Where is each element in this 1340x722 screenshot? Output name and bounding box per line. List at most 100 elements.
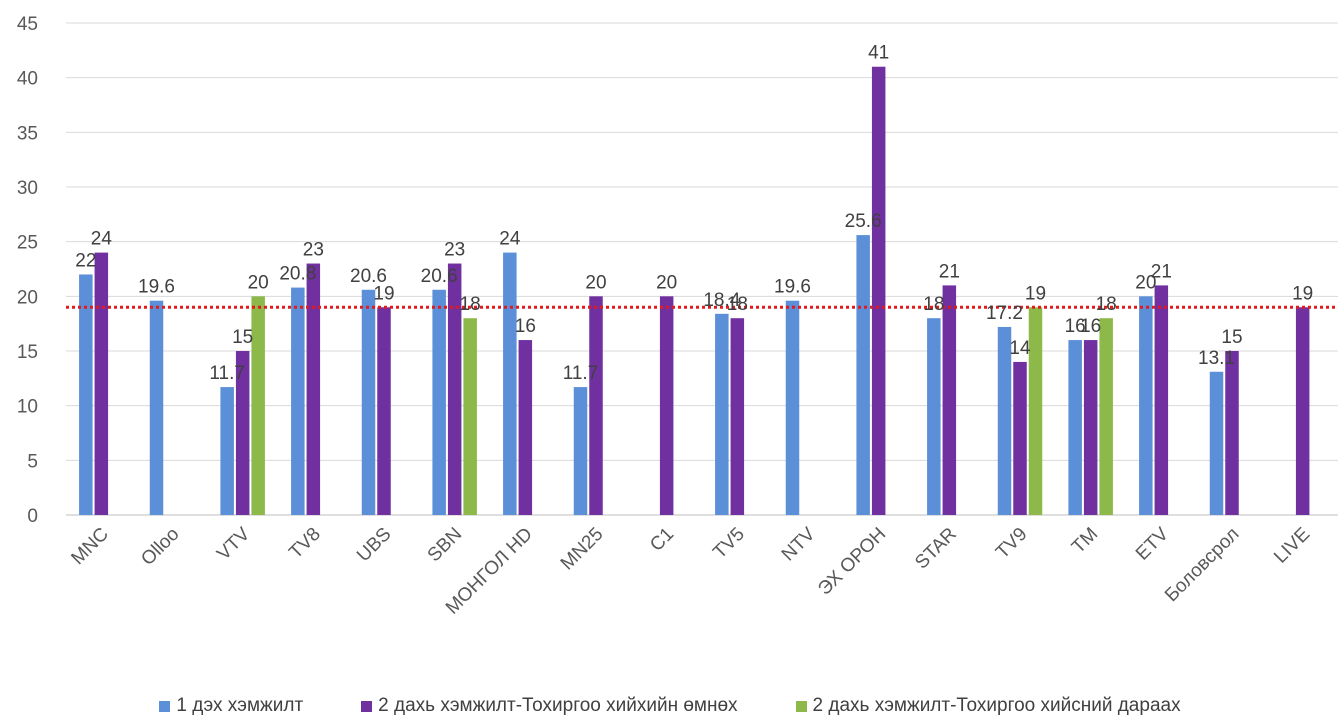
x-category-label: TV8 (285, 524, 324, 563)
x-category-label: STAR (911, 524, 961, 574)
y-tick-label: 10 (17, 397, 38, 418)
data-label: 23 (444, 240, 465, 261)
bar-1 (503, 252, 517, 515)
data-label: 24 (499, 229, 521, 250)
bar-3 (251, 296, 265, 515)
x-category-label: ETV (1132, 523, 1173, 564)
bar-2 (730, 318, 745, 515)
data-label: 19 (1292, 283, 1313, 304)
y-tick-label: 40 (17, 69, 38, 90)
bar-1 (1139, 296, 1153, 515)
x-category-label: MN25 (557, 524, 608, 575)
data-label: 18.4 (703, 290, 740, 311)
data-label: 11.7 (209, 363, 245, 384)
bar-1 (291, 287, 305, 515)
x-category-label: C1 (646, 524, 678, 556)
data-label: 17.2 (986, 303, 1023, 324)
y-tick-label: 15 (17, 342, 38, 363)
data-label: 18 (1096, 294, 1117, 315)
bar-1 (715, 313, 729, 515)
data-label: 19.6 (774, 277, 811, 298)
legend-swatch-series-3 (795, 700, 807, 712)
bar-1 (220, 387, 234, 515)
bar-2 (1295, 307, 1310, 515)
data-label: 20 (585, 272, 606, 293)
y-axis-tick-labels: 0 5 10 15 20 25 30 35 40 45 (17, 14, 38, 527)
bar-1 (927, 318, 941, 515)
legend-swatch-series-2 (361, 700, 373, 712)
legend-item-series-3: 2 дахь хэмжилт-Тохиргоо хийсний дараах (795, 695, 1181, 717)
data-label: 21 (939, 261, 960, 282)
bar-1 (149, 300, 164, 515)
data-label: 18 (460, 294, 481, 315)
bar-1 (856, 235, 870, 515)
x-category-label: TV9 (992, 524, 1031, 563)
gridlines (66, 22, 1338, 516)
bar-1 (79, 274, 93, 515)
data-label: 19 (1025, 283, 1046, 304)
data-label: 15 (1221, 327, 1242, 348)
y-tick-label: 45 (17, 14, 38, 35)
data-label: 20.6 (350, 266, 387, 287)
data-label: 22 (75, 250, 96, 271)
bar-2 (1225, 351, 1239, 515)
legend-label-series-3: 2 дахь хэмжилт-Тохиргоо хийсний дараах (812, 695, 1181, 716)
y-tick-label: 35 (17, 123, 38, 144)
bar-2 (659, 296, 674, 515)
bar-1 (1209, 371, 1224, 515)
data-label: 16 (515, 316, 536, 337)
bar-2 (518, 340, 533, 515)
bar-1 (785, 300, 800, 515)
legend-label-series-2: 2 дахь хэмжилт-Тохиргоо хийхийн өмнөх (378, 695, 738, 716)
legend-swatch-series-1 (159, 700, 171, 712)
data-label: 25.6 (845, 211, 882, 232)
y-tick-label: 25 (17, 233, 38, 254)
y-tick-label: 0 (27, 506, 38, 527)
data-label: 20 (248, 272, 269, 293)
bar-3 (463, 318, 477, 515)
bar-1 (1068, 340, 1082, 515)
x-category-label: TM (1068, 524, 1102, 558)
x-category-label: Боловсрол (1161, 524, 1243, 606)
y-tick-label: 5 (27, 451, 38, 472)
x-category-label: VTV (213, 523, 254, 564)
bar-3 (1028, 307, 1043, 515)
x-category-label: SBN (424, 524, 466, 566)
bar-3 (1099, 318, 1113, 515)
bar-2 (306, 263, 321, 515)
legend-item-series-1: 1 дэх хэмжилт (159, 695, 303, 717)
bar-2 (871, 66, 886, 515)
bar-2 (942, 285, 957, 515)
bar-1 (573, 387, 588, 515)
x-category-label: LIVE (1270, 524, 1314, 568)
data-label: 19.6 (138, 277, 175, 298)
y-tick-label: 20 (17, 287, 38, 308)
data-label: 20.8 (279, 264, 316, 285)
bar-2 (377, 307, 391, 515)
bar-2 (1013, 361, 1027, 515)
legend: 1 дэх хэмжилт 2 дахь хэмжилт-Тохиргоо хи… (0, 693, 1340, 719)
data-label: 23 (303, 240, 324, 261)
data-label: 16 (1065, 316, 1086, 337)
data-label: 20 (656, 272, 677, 293)
bar-2 (447, 263, 462, 515)
data-label: 18 (727, 294, 748, 315)
legend-item-series-2: 2 дахь хэмжилт-Тохиргоо хийхийн өмнөх (361, 695, 738, 717)
data-label: 19 (373, 283, 394, 304)
data-label: 13.1 (1198, 348, 1235, 369)
bar-2 (589, 296, 603, 515)
bar-2 (94, 252, 109, 515)
data-label: 16 (1080, 316, 1101, 337)
x-category-label: ЭХ ОРОН (814, 524, 890, 600)
data-label: 15 (232, 327, 253, 348)
bar-2 (1154, 285, 1169, 515)
x-category-label: Olloo (137, 524, 183, 570)
data-label: 41 (868, 43, 889, 64)
data-label: 24 (91, 229, 113, 250)
data-label: 14 (1009, 338, 1031, 359)
data-label: 20 (1135, 272, 1156, 293)
legend-label-series-1: 1 дэх хэмжилт (176, 695, 304, 716)
bar-1 (997, 326, 1012, 515)
data-label: 21 (1151, 261, 1172, 282)
